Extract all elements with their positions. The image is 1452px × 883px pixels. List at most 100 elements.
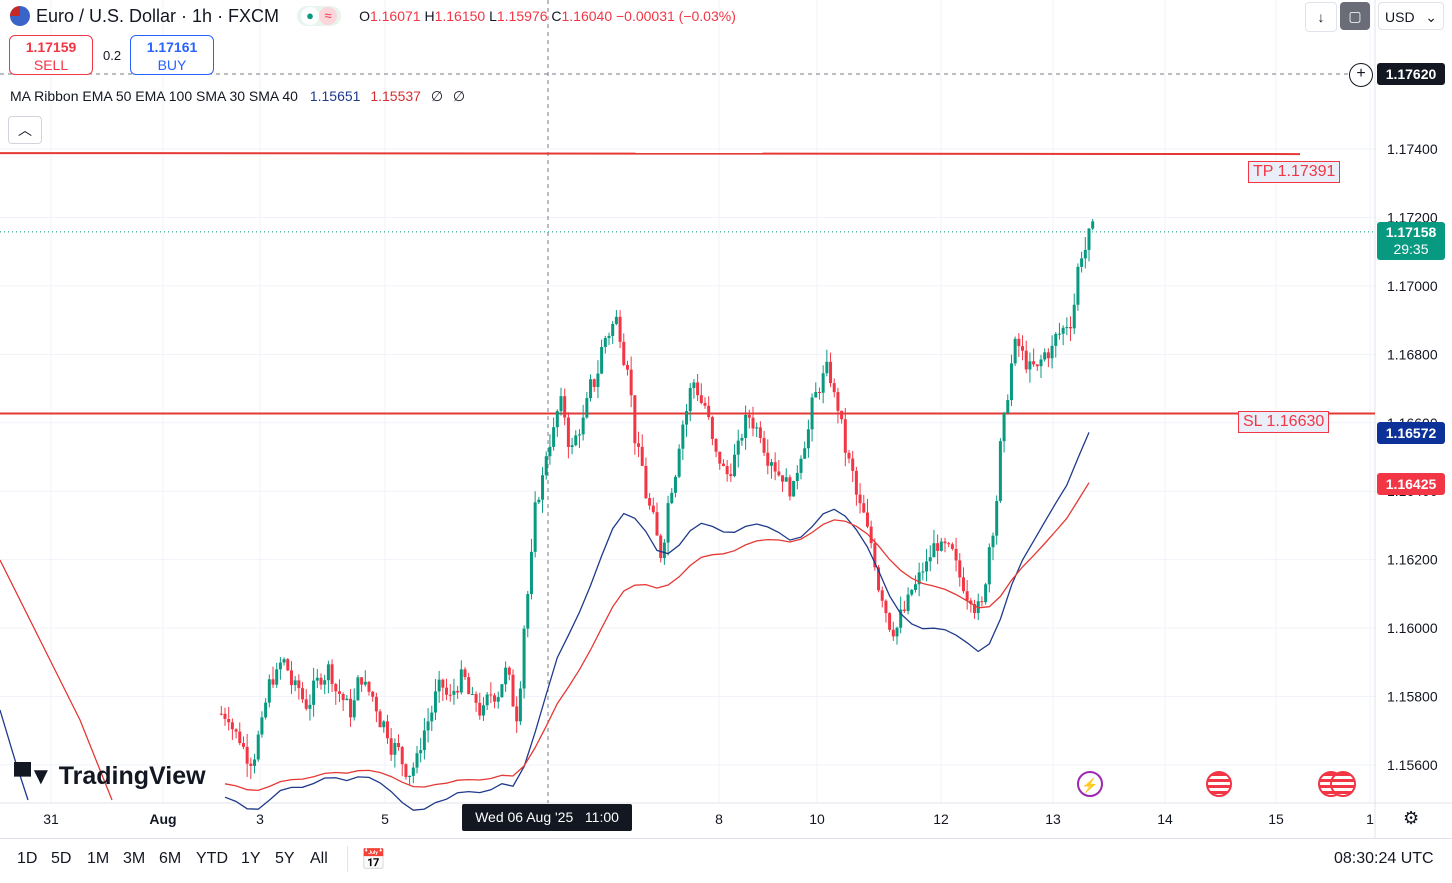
candle-body [817,391,821,393]
symbol-title[interactable]: Euro / U.S. Dollar · 1h · FXCM [36,5,280,26]
candle-body [1050,345,1054,359]
candle-body [703,402,707,406]
currency-select[interactable]: USD ⌄ [1378,2,1444,30]
candle-body [869,526,873,544]
range-1y[interactable]: 1Y [241,850,261,867]
candle-body [245,746,249,764]
price-chart[interactable]: 1.174001.172001.170001.168001.166001.164… [0,0,1452,838]
fullscreen-button[interactable]: ▢ [1340,2,1370,30]
candle-body [382,721,386,728]
stop-loss-label[interactable]: SL 1.16630 [1238,411,1330,433]
candle-body [1065,326,1069,328]
buy-price: 1.17161 [146,39,198,55]
candle-body [648,498,652,506]
candle-body [862,503,866,513]
candle-body [766,452,770,466]
range-all[interactable]: All [310,850,328,867]
range-ytd[interactable]: YTD [196,850,228,867]
calendar-range-icon[interactable]: 📅 [361,849,386,871]
buy-label: BUY [157,57,187,73]
market-status-pill[interactable]: ● ≈ [297,6,342,26]
candle-body [563,396,567,418]
download-button[interactable]: ↓ [1305,2,1337,32]
candle-body [537,499,541,503]
sell-button[interactable]: 1.17159 SELL [9,35,93,75]
candle-body [692,382,696,388]
crosshair-time-tag: Wed 06 Aug '25 11:00 [462,804,632,831]
add-alert-plus-icon[interactable]: + [1349,63,1373,87]
candle-body [673,476,677,493]
sell-price: 1.17159 [25,39,77,55]
candle-body [1017,338,1021,347]
candle-body [685,411,689,425]
candle-body [873,543,877,568]
candle-body [430,712,434,722]
range-5y[interactable]: 5Y [275,850,295,867]
candle-body [422,730,426,751]
ema100-value: 1.15537 [370,88,421,104]
candle-body [566,417,570,448]
candle-body [518,688,522,722]
ema100-line [224,482,1090,792]
symbol-header: Euro / U.S. Dollar · 1h · FXCM ● ≈ O1.16… [10,4,736,28]
buy-button[interactable]: 1.17161 BUY [130,35,214,75]
candle-body [1009,363,1013,401]
candle-body [677,448,681,477]
candle-body [415,753,419,768]
candle-body [659,535,663,559]
candle-body [349,698,353,718]
tradingview-logo-icon: ▀▼ [14,762,53,790]
candle-body [655,512,659,536]
eur-usd-flag-icon [10,6,30,26]
candle-body [954,548,958,561]
y-tick-label: 1.17400 [1387,141,1438,157]
candle-body [352,700,356,718]
candle-body [500,684,504,698]
lightning-event-icon[interactable]: ⚡ [1077,771,1103,797]
candle-body [995,500,999,536]
range-6m[interactable]: 6M [159,850,182,867]
candle-body [836,392,840,411]
candle-body [902,609,906,611]
candle-body [485,694,489,706]
utc-clock[interactable]: 08:30:24 UTC [1334,850,1434,867]
chevron-down-icon: ⌄ [1425,9,1437,25]
range-3m[interactable]: 3M [123,850,146,867]
collapse-legend-button[interactable]: ︿ [8,116,42,144]
indicator-legend[interactable]: MA Ribbon EMA 50 EMA 100 SMA 30 SMA 40 1… [10,88,465,105]
candle-body [227,718,231,723]
candle-body [260,717,264,735]
x-tick-label: 10 [809,811,825,827]
candle-body [367,681,371,692]
candle-body [541,475,545,500]
candle-body [337,691,341,695]
ema50-value: 1.15651 [309,88,361,104]
y-tick-label: 1.16200 [1387,552,1438,568]
candle-body [559,396,563,412]
gear-icon[interactable]: ⚙ [1403,808,1420,828]
candle-body [762,438,766,453]
candle-body [323,680,327,685]
candle-body [744,414,748,438]
us-flag-event-icon[interactable] [1206,771,1232,797]
candle-body [928,557,932,562]
candle-body [419,750,423,754]
candle-body [840,410,844,420]
range-5d[interactable]: 5D [51,850,72,867]
candle-body [555,411,559,428]
candle-body [821,373,825,393]
range-1m[interactable]: 1M [87,850,110,867]
wave-icon: ≈ [319,7,338,25]
candle-body [784,477,788,482]
range-1d[interactable]: 1D [17,850,38,867]
candle-body [596,373,600,387]
candle-body [1013,338,1017,364]
candle-body [843,419,847,453]
candle-body [253,759,257,766]
candle-body [640,446,644,466]
us-flag-event-icon[interactable] [1330,771,1356,797]
candle-body [378,711,382,728]
candle-body [936,543,940,551]
candle-body [267,679,271,703]
take-profit-label[interactable]: TP 1.17391 [1248,161,1341,183]
